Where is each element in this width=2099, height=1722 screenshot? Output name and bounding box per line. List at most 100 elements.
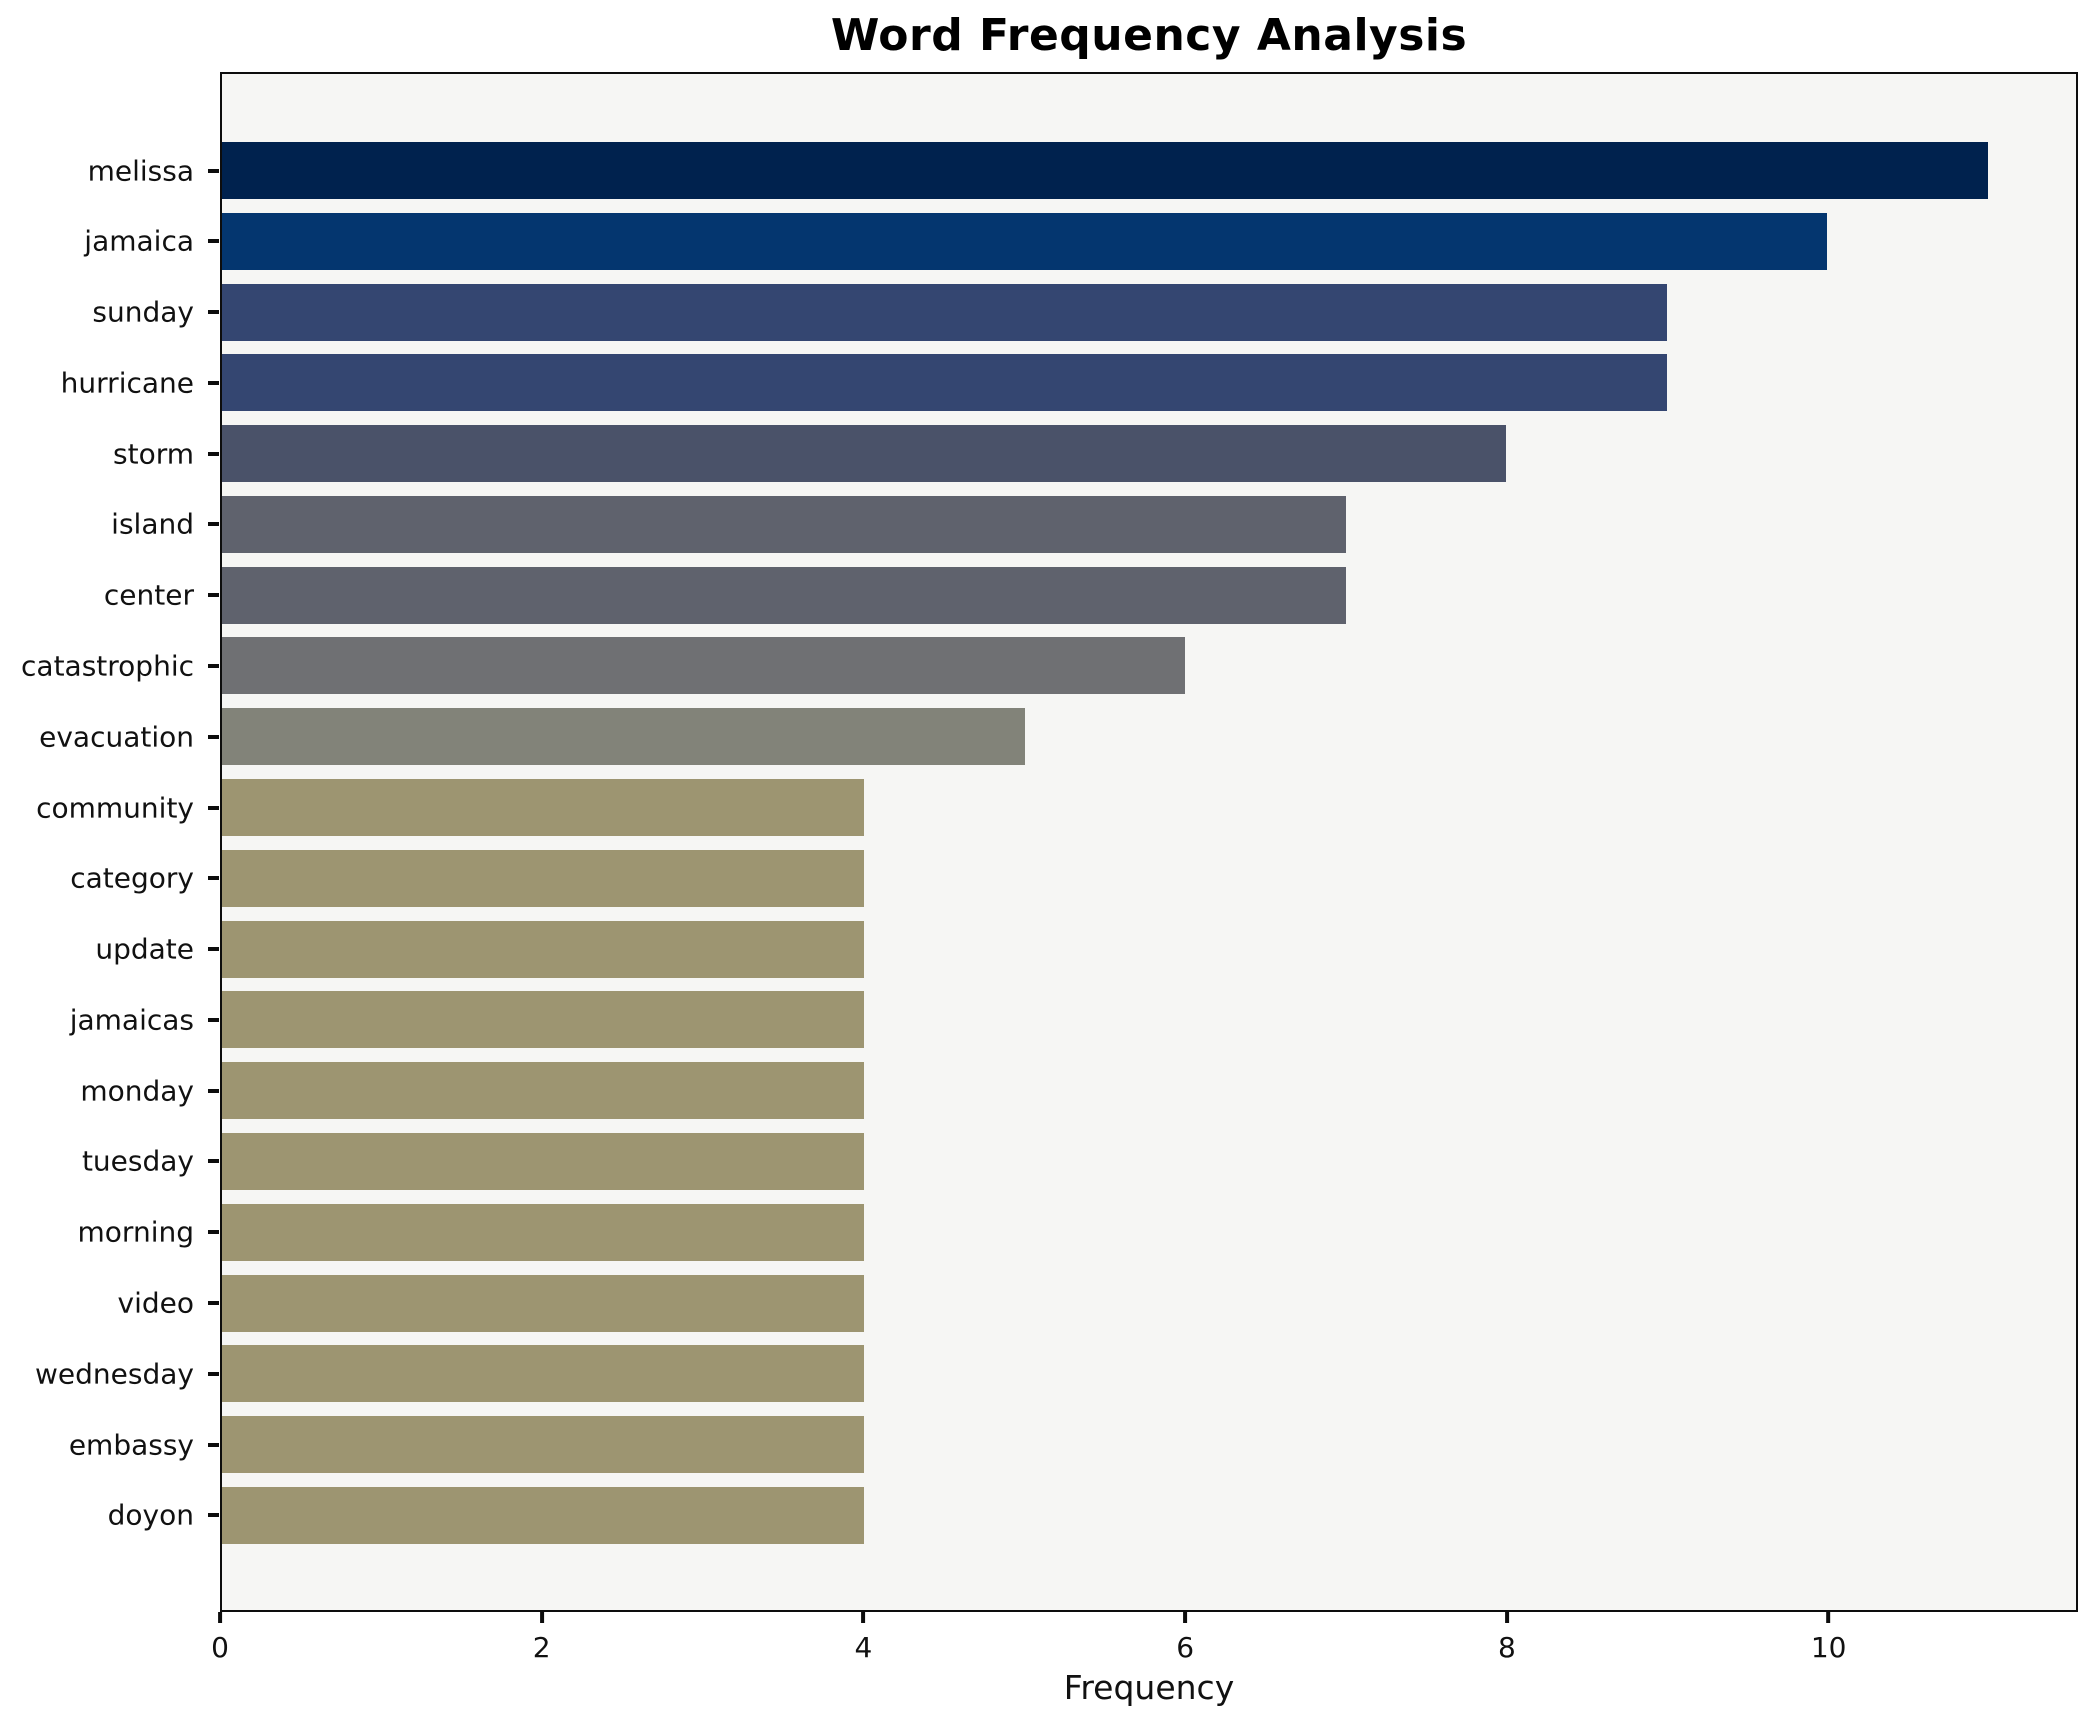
frequency-bar bbox=[222, 283, 1667, 341]
bar-row: jamaica bbox=[84, 212, 2076, 270]
y-axis-category-label: hurricane bbox=[60, 366, 194, 400]
bar-row: monday bbox=[80, 1062, 2076, 1120]
y-tick-mark bbox=[208, 1017, 219, 1022]
frequency-bar bbox=[222, 566, 1346, 624]
frequency-bar bbox=[222, 637, 1186, 695]
y-tick-mark bbox=[208, 1088, 219, 1093]
x-tick-mark bbox=[217, 1612, 222, 1623]
frequency-bar bbox=[222, 1132, 865, 1190]
frequency-bar bbox=[222, 991, 865, 1049]
x-tick: 2 bbox=[533, 1612, 551, 1664]
frequency-bar bbox=[222, 1203, 865, 1261]
x-tick-mark bbox=[1504, 1612, 1509, 1623]
frequency-bar bbox=[222, 920, 865, 978]
x-tick-mark bbox=[1826, 1612, 1831, 1623]
y-tick-mark bbox=[208, 805, 219, 810]
bar-rows-container: melissa jamaica sunday hurricane storm i… bbox=[21, 74, 2076, 1610]
y-axis-category-label: update bbox=[95, 932, 194, 966]
x-tick-mark bbox=[861, 1612, 866, 1623]
frequency-bar bbox=[222, 142, 1988, 199]
x-tick-label: 8 bbox=[1498, 1631, 1516, 1664]
bar-row: update bbox=[95, 920, 2076, 978]
y-tick-mark bbox=[208, 1301, 219, 1305]
x-tick-label: 4 bbox=[854, 1631, 873, 1664]
bar-row: video bbox=[118, 1274, 2076, 1332]
bar-row: community bbox=[36, 779, 2076, 837]
y-tick-mark bbox=[208, 734, 219, 739]
y-tick-mark bbox=[208, 593, 219, 598]
y-axis-category-label: monday bbox=[80, 1074, 194, 1108]
bar-row: wednesday bbox=[35, 1345, 2076, 1403]
frequency-bar bbox=[222, 1274, 865, 1332]
y-axis-category-label: center bbox=[103, 578, 194, 612]
y-axis-category-label: melissa bbox=[87, 154, 194, 187]
x-tick-label: 10 bbox=[1810, 1631, 1847, 1664]
y-axis-category-label: morning bbox=[77, 1215, 194, 1249]
x-tick-mark bbox=[539, 1612, 544, 1623]
y-tick-mark bbox=[208, 1371, 219, 1376]
frequency-bar bbox=[222, 1416, 865, 1474]
y-axis-category-label: community bbox=[36, 791, 194, 825]
frequency-bar bbox=[222, 1345, 865, 1403]
bar-row: embassy bbox=[69, 1416, 2076, 1474]
y-tick-mark bbox=[208, 876, 219, 881]
y-tick-mark bbox=[208, 1230, 219, 1235]
bar-row: catastrophic bbox=[21, 637, 2076, 695]
y-axis-category-label: catastrophic bbox=[21, 649, 194, 683]
chart-title: Word Frequency Analysis bbox=[830, 10, 1468, 61]
bar-row: jamaicas bbox=[70, 991, 2076, 1049]
y-tick-mark bbox=[208, 947, 219, 952]
frequency-bar bbox=[222, 425, 1507, 483]
frequency-bar bbox=[222, 354, 1667, 412]
x-tick: 4 bbox=[854, 1612, 873, 1664]
y-axis-category-label: tuesday bbox=[81, 1144, 194, 1178]
frequency-bar bbox=[222, 1486, 865, 1544]
bar-row: tuesday bbox=[82, 1132, 2076, 1190]
y-tick-mark bbox=[208, 310, 219, 315]
y-axis-category-label: video bbox=[117, 1286, 194, 1320]
y-axis-category-label: wednesday bbox=[35, 1357, 194, 1391]
bar-row: doyon bbox=[108, 1486, 2076, 1544]
bar-row: sunday bbox=[92, 283, 2076, 341]
y-axis-category-label: jamaicas bbox=[69, 1003, 194, 1037]
bar-row: category bbox=[70, 849, 2076, 907]
bar-row: melissa bbox=[88, 142, 2076, 199]
y-tick-mark bbox=[208, 1159, 219, 1164]
plot-area: melissa jamaica sunday hurricane storm i… bbox=[21, 72, 2078, 1612]
bar-row: center bbox=[104, 566, 2076, 624]
bar-row: hurricane bbox=[61, 354, 2076, 412]
frequency-bar bbox=[222, 495, 1346, 553]
y-axis-category-label: doyon bbox=[107, 1498, 194, 1532]
y-axis-category-label: category bbox=[70, 861, 194, 895]
y-axis-category-label: jamaica bbox=[84, 224, 194, 258]
y-axis-category-label: evacuation bbox=[39, 720, 194, 754]
y-tick-mark bbox=[208, 451, 219, 456]
x-tick-label: 6 bbox=[1176, 1631, 1195, 1664]
y-tick-mark bbox=[208, 1513, 219, 1518]
y-tick-mark bbox=[208, 1442, 219, 1447]
frequency-bar bbox=[222, 779, 865, 837]
frequency-bar bbox=[222, 708, 1025, 766]
y-axis-category-label: island bbox=[111, 507, 194, 541]
x-tick: 10 bbox=[1810, 1612, 1847, 1664]
x-tick: 0 bbox=[211, 1612, 229, 1664]
x-axis: 0 2 4 6 8 10 bbox=[211, 1612, 2078, 1672]
x-tick-mark bbox=[1183, 1612, 1188, 1623]
bar-row: morning bbox=[78, 1203, 2076, 1261]
y-axis-category-label: sunday bbox=[92, 295, 194, 329]
x-tick-label: 2 bbox=[532, 1631, 551, 1664]
frequency-bar bbox=[222, 1062, 865, 1120]
y-axis-category-label: embassy bbox=[68, 1428, 194, 1462]
bar-row: evacuation bbox=[39, 708, 2076, 766]
y-tick-mark bbox=[208, 522, 219, 527]
y-tick-mark bbox=[208, 168, 219, 173]
y-tick-mark bbox=[208, 239, 219, 244]
frequency-bar bbox=[222, 849, 865, 907]
x-tick: 6 bbox=[1176, 1612, 1194, 1664]
y-axis-category-label: storm bbox=[113, 437, 194, 471]
y-tick-mark bbox=[208, 663, 219, 668]
y-tick-mark bbox=[208, 380, 219, 385]
frequency-bar bbox=[222, 212, 1828, 270]
x-tick: 8 bbox=[1498, 1612, 1516, 1664]
bar-row: island bbox=[111, 495, 2076, 553]
